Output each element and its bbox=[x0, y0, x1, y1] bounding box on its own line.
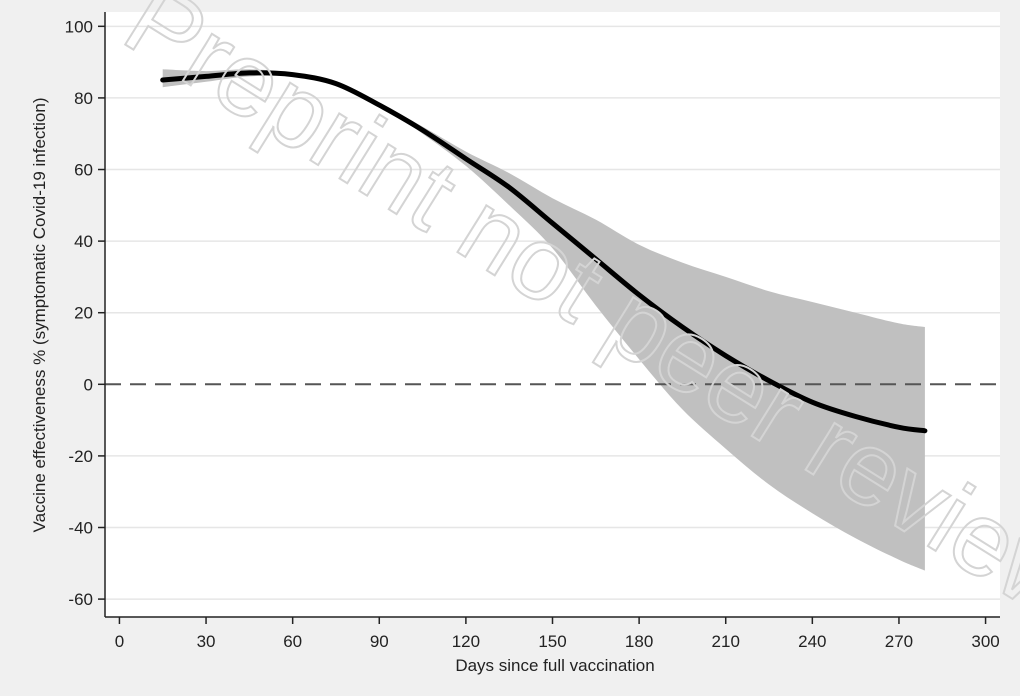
x-tick-label: 270 bbox=[885, 632, 913, 651]
y-tick-label: 100 bbox=[65, 17, 93, 36]
y-tick-label: -20 bbox=[68, 447, 93, 466]
y-tick-label: -60 bbox=[68, 590, 93, 609]
x-tick-label: 0 bbox=[115, 632, 124, 651]
x-tick-label: 120 bbox=[452, 632, 480, 651]
x-tick-label: 210 bbox=[712, 632, 740, 651]
confidence-band bbox=[162, 69, 925, 571]
x-axis-ticks: 0 30 60 90 120 150 180 210 240 270 300 bbox=[115, 617, 1000, 651]
x-tick-label: 90 bbox=[370, 632, 389, 651]
x-tick-label: 180 bbox=[625, 632, 653, 651]
y-axis-title: Vaccine effectiveness % (symptomatic Cov… bbox=[30, 98, 49, 533]
x-tick-label: 150 bbox=[538, 632, 566, 651]
y-tick-label: 40 bbox=[74, 232, 93, 251]
y-axis-ticks: 100 80 60 40 20 0 -20 -40 -60 bbox=[65, 17, 105, 609]
y-tick-label: 20 bbox=[74, 304, 93, 323]
y-tick-label: 80 bbox=[74, 89, 93, 108]
x-axis-title: Days since full vaccination bbox=[455, 656, 654, 675]
y-tick-label: -40 bbox=[68, 519, 93, 538]
x-tick-label: 60 bbox=[283, 632, 302, 651]
x-tick-label: 240 bbox=[798, 632, 826, 651]
x-tick-label: 30 bbox=[197, 632, 216, 651]
effectiveness-line bbox=[160, 70, 928, 434]
x-tick-label: 300 bbox=[971, 632, 999, 651]
y-tick-label: 60 bbox=[74, 161, 93, 180]
y-tick-label: 0 bbox=[84, 375, 93, 394]
